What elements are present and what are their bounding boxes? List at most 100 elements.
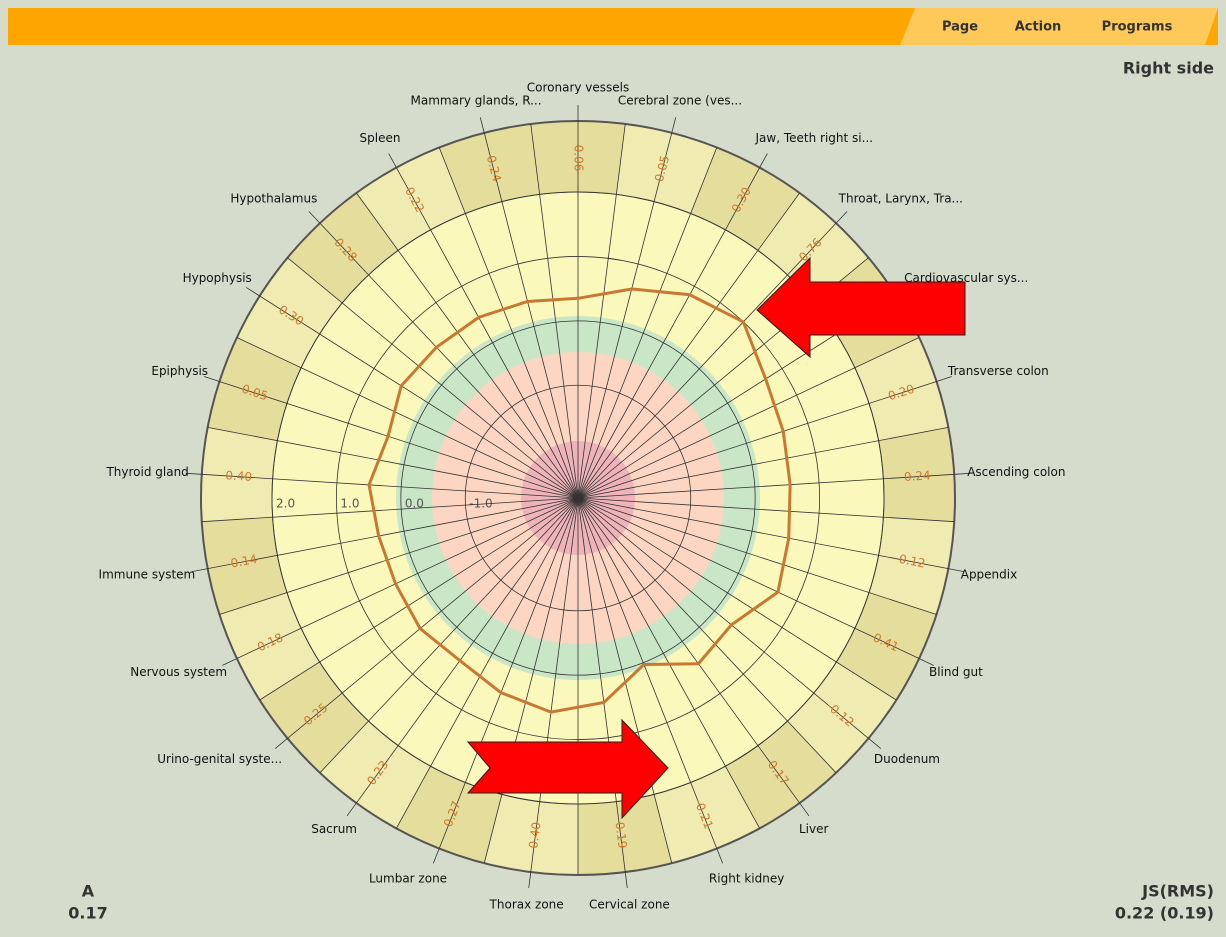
band-value-label: 0.24 [484,154,504,183]
spoke [577,497,955,523]
stat-label: JS(RMS) [1141,882,1214,901]
band-sector [854,337,949,441]
category-label: Immune system [99,567,196,581]
r-tick-label: 1.0 [340,497,359,511]
band-sector [787,661,897,773]
spoke [577,497,937,615]
r-tick-label: 0.0 [405,497,424,511]
spoke [528,497,579,888]
category-label: Nervous system [130,665,227,679]
category-label: Liver [799,822,829,836]
band-sector [201,427,278,522]
category-label: Ascending colon [967,465,1065,479]
spoke [577,497,837,774]
category-label: Cervical zone [589,897,670,911]
spoke [319,497,579,774]
menu-item[interactable]: Programs [1102,20,1173,35]
band-value-label: 0.06 [572,145,586,172]
category-label: Duodenum [874,752,940,766]
band-value-label: 0.40 [526,821,543,849]
data-line [367,287,792,714]
category-label: Throat, Larynx, Tra... [838,192,963,206]
spoke [577,497,897,701]
band-sector [207,337,302,441]
spoke [577,147,718,499]
arrow [466,718,669,820]
spoke [308,211,579,499]
category-label: Urino-genital syste... [157,752,282,766]
spoke [219,497,579,615]
spoke [388,153,579,499]
category-label: Coronary vessels [527,81,630,95]
menu-tab [900,8,1218,45]
category-label: Hypothalamus [230,192,317,206]
band-sector [201,517,287,615]
spoke [577,123,626,499]
spoke [577,153,768,499]
spoke [259,497,579,701]
category-label: Right kidney [709,872,784,886]
spoke [577,497,628,888]
radar-chart: 2.0 1.0 0.0 -1.00.06 0.050.300.760.200.240.1… [99,81,1066,912]
category-label: Jaw, Teeth right si... [755,131,874,145]
spoke [236,337,579,499]
band-sector [869,517,955,615]
band-sector [484,794,578,875]
spoke [201,497,579,523]
band-value-label: 0.12 [898,552,927,571]
spoke [356,192,579,499]
spoke [530,123,579,499]
band-value-label: 0.24 [904,468,932,484]
band-value-label: 0.19 [612,821,629,849]
category-label: Mammary glands, R... [411,93,542,107]
spoke [577,192,800,499]
r-tick-label: -1.0 [469,497,492,511]
category-label: Sacrum [311,822,357,836]
spoke [245,287,579,499]
band-value-label: 0.14 [229,552,258,571]
band-sector [878,427,956,522]
category-label: Lumbar zone [369,872,447,886]
stat-label: A [82,882,95,901]
category-label: Spleen [360,131,401,145]
spoke [438,147,579,499]
spoke [577,472,971,499]
spoke [185,472,579,499]
category-label: Thyroid gland [105,465,188,479]
spoke [577,376,952,499]
band-sector [654,766,760,864]
band-sector [319,721,431,829]
category-label: Thorax zone [489,897,564,911]
side-label: Right side [1123,59,1214,78]
band-sector [236,257,343,368]
band-sector [259,661,369,773]
spoke [287,257,579,499]
category-label: Appendix [961,567,1017,581]
band-sector [356,147,466,251]
menu-item[interactable]: Action [1015,20,1062,35]
stat-value: 0.17 [68,904,107,923]
spoke [396,497,579,829]
band-sector [439,123,540,214]
menu-item[interactable]: Page [942,20,978,35]
category-label: Blind gut [929,665,983,679]
spoke [479,117,579,499]
band-sector [725,721,837,829]
spoke [577,211,848,499]
arrow [756,256,966,359]
category-label: Cerebral zone (ves... [618,93,742,107]
spoke [577,497,934,666]
category-label: Epiphysis [151,364,208,378]
band-sector [578,794,672,875]
band-value-label: 0.40 [225,468,253,484]
spoke [274,497,579,749]
category-label: Hypophysis [183,271,252,285]
spoke [577,497,724,864]
spoke [577,117,677,499]
spoke [191,497,579,573]
r-tick-label: 2.0 [276,497,295,511]
spoke [204,376,579,499]
spoke [577,337,920,499]
category-label: Cardiovascular sys... [904,271,1028,285]
